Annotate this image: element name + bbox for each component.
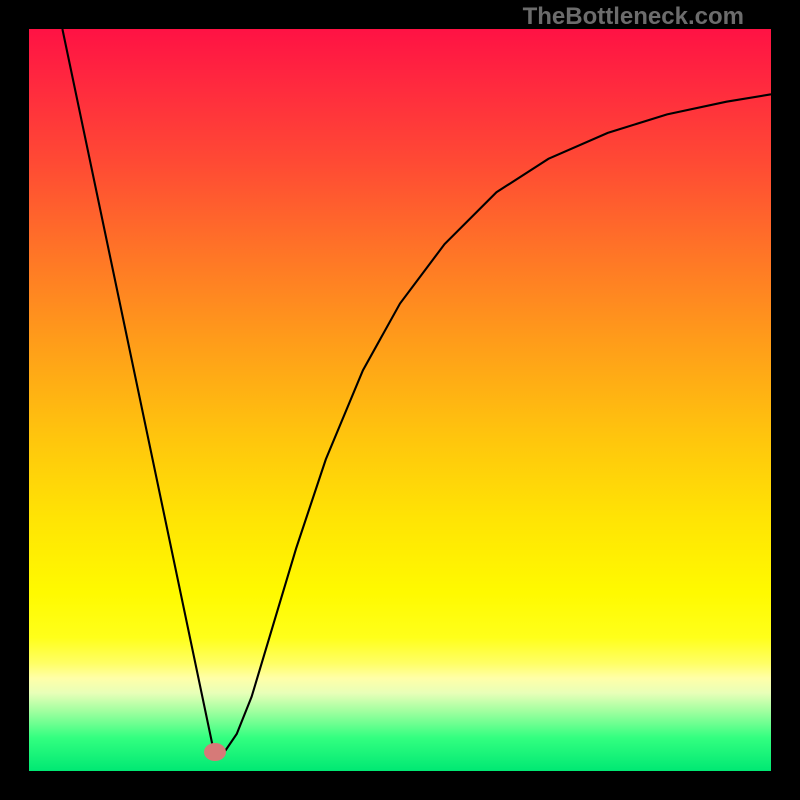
plot-area	[29, 29, 771, 771]
chart-frame: TheBottleneck.com	[0, 0, 800, 800]
minimum-marker	[204, 743, 226, 761]
watermark-text: TheBottleneck.com	[523, 3, 744, 31]
curve-path	[62, 29, 771, 755]
bottleneck-curve	[29, 29, 771, 771]
